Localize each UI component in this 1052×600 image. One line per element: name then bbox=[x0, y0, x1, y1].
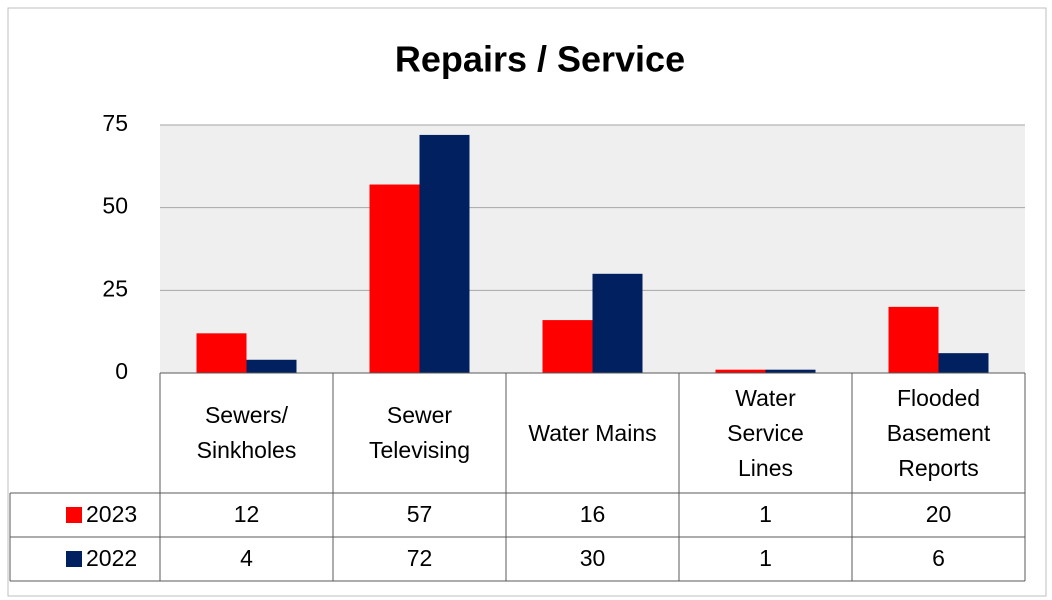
y-tick-label: 25 bbox=[102, 275, 128, 301]
bar bbox=[246, 359, 297, 373]
bar bbox=[715, 369, 766, 373]
table-value: 1 bbox=[759, 501, 772, 527]
x-tick-label: Flooded Basement Reports bbox=[886, 384, 991, 481]
x-tick-label: Water Mains bbox=[528, 419, 657, 446]
table-value: 1 bbox=[759, 545, 772, 571]
bar bbox=[196, 333, 247, 373]
legend-label: 2023 bbox=[86, 501, 137, 527]
bar bbox=[765, 369, 816, 373]
bar bbox=[369, 184, 420, 373]
table-value: 30 bbox=[580, 545, 606, 571]
bar bbox=[888, 306, 939, 373]
legend-swatch bbox=[66, 551, 82, 567]
bar bbox=[542, 320, 593, 373]
table-value: 20 bbox=[926, 501, 952, 527]
x-tick-label: Sewers/ Sinkholes bbox=[196, 402, 297, 463]
bar bbox=[419, 134, 470, 373]
x-tick-label: Water Service Lines bbox=[727, 384, 804, 481]
y-tick-label: 50 bbox=[102, 193, 128, 219]
bar bbox=[592, 273, 643, 373]
legend-label: 2022 bbox=[86, 545, 137, 571]
table-value: 6 bbox=[932, 545, 945, 571]
table-value: 12 bbox=[234, 501, 260, 527]
y-tick-label: 0 bbox=[115, 358, 128, 384]
table-value: 4 bbox=[240, 545, 253, 571]
x-tick-label: Sewer Televising bbox=[369, 402, 470, 463]
table-value: 72 bbox=[407, 545, 433, 571]
y-tick-label: 75 bbox=[102, 110, 128, 136]
chart-title: Repairs / Service bbox=[395, 39, 685, 80]
table-value: 57 bbox=[407, 501, 433, 527]
table-value: 16 bbox=[580, 501, 606, 527]
bar bbox=[938, 353, 989, 373]
legend-swatch bbox=[66, 507, 82, 523]
